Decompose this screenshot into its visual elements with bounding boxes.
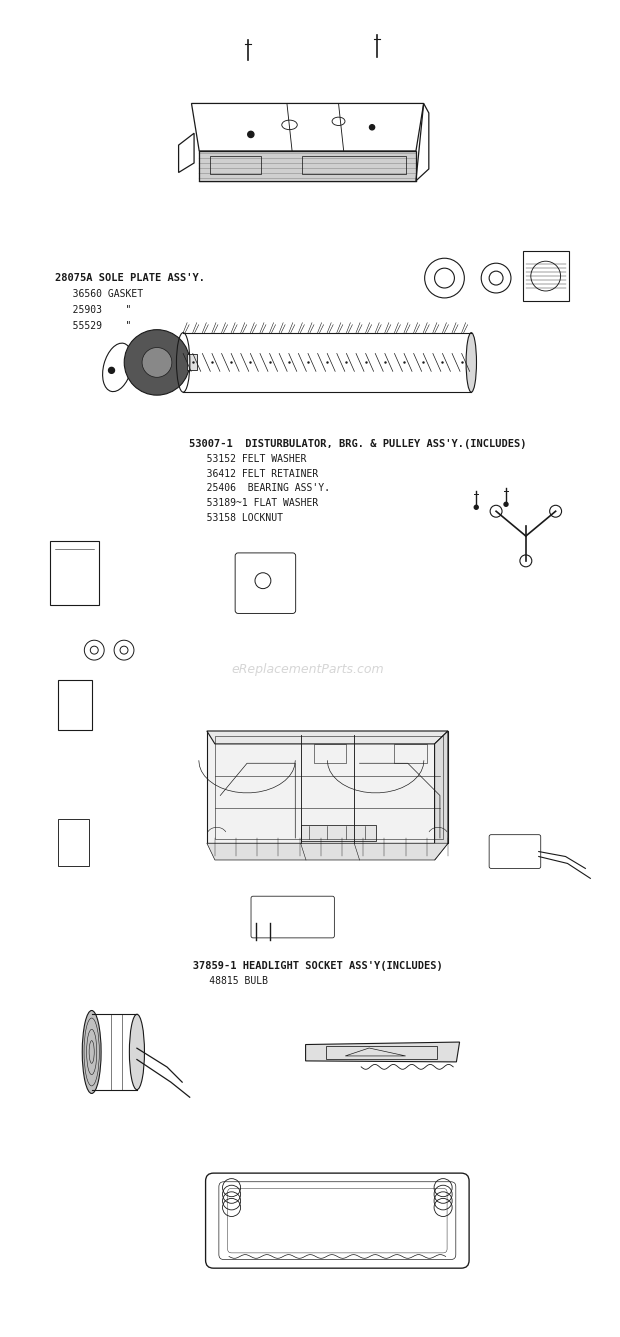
Polygon shape [207, 731, 448, 743]
Bar [326, 1046, 437, 1059]
Bar [303, 156, 405, 174]
Polygon shape [207, 844, 448, 860]
Circle shape [124, 330, 190, 396]
Bar [394, 743, 427, 763]
Text: 28075A SOLE PLATE ASS'Y.: 28075A SOLE PLATE ASS'Y. [55, 273, 205, 283]
Bar [187, 354, 197, 370]
Text: 48815 BULB: 48815 BULB [174, 976, 268, 985]
Polygon shape [435, 731, 448, 860]
Bar [50, 541, 99, 606]
Circle shape [474, 505, 478, 509]
Text: 53152 FELT WASHER: 53152 FELT WASHER [188, 453, 306, 464]
Text: 37859-1 HEADLIGHT SOCKET ASS'Y(INCLUDES): 37859-1 HEADLIGHT SOCKET ASS'Y(INCLUDES) [174, 961, 443, 971]
Text: 53007-1  DISTURBULATOR, BRG. & PULLEY ASS'Y.(INCLUDES): 53007-1 DISTURBULATOR, BRG. & PULLEY ASS… [188, 439, 526, 449]
Bar [314, 743, 346, 763]
Circle shape [248, 131, 254, 138]
Text: 25406  BEARING ASS'Y.: 25406 BEARING ASS'Y. [188, 484, 329, 493]
Text: 55529    ": 55529 " [55, 321, 131, 330]
Ellipse shape [466, 333, 477, 392]
Circle shape [142, 348, 172, 377]
Ellipse shape [130, 1015, 144, 1090]
Text: 53158 LOCKNUT: 53158 LOCKNUT [188, 513, 283, 523]
Text: 25903    ": 25903 " [55, 305, 131, 316]
Circle shape [504, 503, 508, 507]
Polygon shape [306, 1042, 459, 1062]
Circle shape [370, 124, 374, 130]
Bar [301, 825, 376, 841]
Bar [58, 681, 92, 730]
Text: eReplacementParts.com: eReplacementParts.com [231, 663, 384, 677]
Text: 53189~1 FLAT WASHER: 53189~1 FLAT WASHER [188, 499, 318, 508]
Text: 36560 GASKET: 36560 GASKET [55, 289, 143, 299]
Text: 36412 FELT RETAINER: 36412 FELT RETAINER [188, 468, 318, 479]
Ellipse shape [82, 1011, 101, 1094]
Circle shape [108, 368, 115, 373]
Bar [58, 818, 89, 866]
Polygon shape [207, 731, 448, 844]
Bar [210, 156, 261, 174]
